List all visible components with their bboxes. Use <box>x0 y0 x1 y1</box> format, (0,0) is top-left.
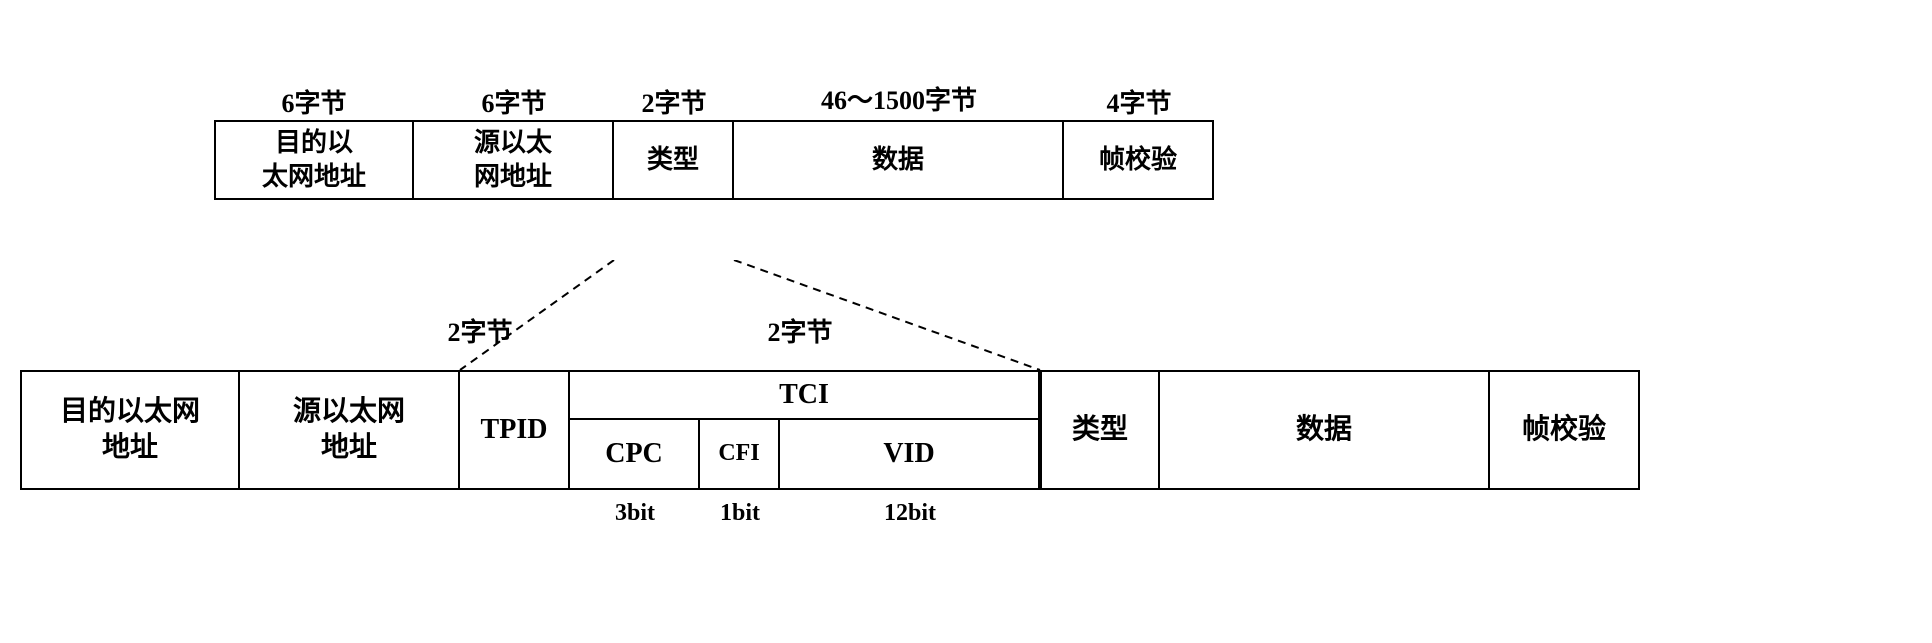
field-fcs: 帧校验 <box>1064 120 1214 200</box>
vlan-field-tpid: TPID <box>460 370 570 490</box>
vlan-field-fcs: 帧校验 <box>1490 370 1640 490</box>
vlan-field-type: 类型 <box>1040 370 1160 490</box>
vlan-field-dst-mac: 目的以太网地址 <box>20 370 240 490</box>
bits-cfi: 1bit <box>700 500 780 527</box>
ethernet-frame-vlan: 目的以太网地址 源以太网地址 TPID TCI CPC CFI VID 类型 数… <box>20 370 1912 490</box>
ethernet-vlan-frame-diagram: 6字节 6字节 2字节 46～1500字节 4字节 目的以太网地址 源以太网地址… <box>20 40 1912 527</box>
tci-sub-cfi: CFI <box>700 420 780 490</box>
vlan-field-data: 数据 <box>1160 370 1490 490</box>
expansion-dashed-lines <box>20 260 1912 370</box>
label-src-size: 6字节 <box>414 83 614 120</box>
field-src-mac: 源以太网地址 <box>414 120 614 200</box>
vlan-field-tci-group: TCI CPC CFI VID <box>570 370 1040 490</box>
tci-bit-labels: 3bit 1bit 12bit <box>570 500 1912 527</box>
ethernet-frame-top: 目的以太网地址 源以太网地址 类型 数据 帧校验 <box>214 120 1912 200</box>
label-tci-size: 2字节 <box>740 312 860 349</box>
label-data-size: 46～1500字节 <box>734 87 1064 120</box>
bits-vid: 12bit <box>780 500 1040 527</box>
label-dst-size: 6字节 <box>214 83 414 120</box>
tci-sub-cpc: CPC <box>570 420 700 490</box>
label-type-size: 2字节 <box>614 83 734 120</box>
field-type: 类型 <box>614 120 734 200</box>
field-dst-mac: 目的以太网地址 <box>214 120 414 200</box>
bits-cpc: 3bit <box>570 500 700 527</box>
top-frame-size-labels: 6字节 6字节 2字节 46～1500字节 4字节 <box>214 40 1912 120</box>
label-tpid-size: 2字节 <box>420 312 540 349</box>
vlan-insert-labels: 2字节 2字节 <box>20 260 1912 370</box>
vlan-field-src-mac: 源以太网地址 <box>240 370 460 490</box>
vlan-field-tci-header: TCI <box>570 370 1040 420</box>
label-fcs-size: 4字节 <box>1064 83 1214 120</box>
tci-sub-vid: VID <box>780 420 1040 490</box>
field-data: 数据 <box>734 120 1064 200</box>
